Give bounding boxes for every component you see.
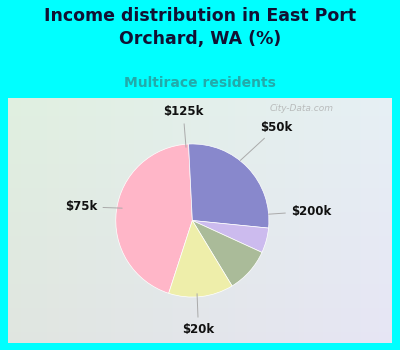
Wedge shape	[169, 220, 232, 297]
Wedge shape	[116, 144, 192, 293]
Text: Multirace residents: Multirace residents	[124, 76, 276, 90]
Text: $20k: $20k	[182, 294, 214, 336]
Text: $200k: $200k	[269, 205, 331, 218]
Text: $75k: $75k	[65, 200, 122, 213]
Wedge shape	[192, 220, 268, 252]
Wedge shape	[188, 144, 269, 228]
Wedge shape	[192, 220, 262, 286]
Text: Income distribution in East Port
Orchard, WA (%): Income distribution in East Port Orchard…	[44, 7, 356, 48]
Text: $125k: $125k	[163, 105, 203, 147]
Text: $50k: $50k	[240, 121, 293, 160]
Text: City-Data.com: City-Data.com	[270, 104, 334, 113]
